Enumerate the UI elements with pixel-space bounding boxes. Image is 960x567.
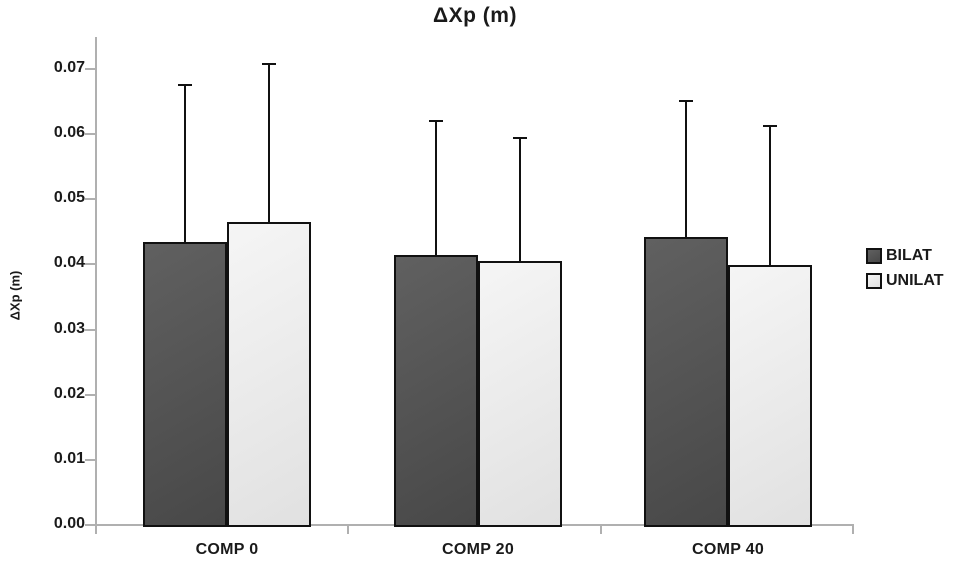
- y-axis-tick: [85, 393, 96, 396]
- error-bar-cap-unilat-1: [513, 137, 527, 140]
- x-category-label: COMP 0: [195, 541, 259, 558]
- bar-unilat-0: [227, 222, 311, 527]
- legend-swatch-bilat: [866, 247, 882, 264]
- y-tick-label: 0.06: [53, 124, 85, 142]
- legend-label: BILAT: [886, 246, 932, 264]
- x-axis-tick: [852, 526, 854, 534]
- y-tick-label: 0.00: [53, 515, 85, 532]
- y-axis-label: ΔXp (m): [7, 270, 23, 321]
- bar-bilat-2: [644, 237, 728, 527]
- y-tick-label: 0.04: [53, 254, 85, 272]
- y-axis-tick: [85, 133, 96, 136]
- legend-label: UNILAT: [886, 271, 944, 289]
- bar-unilat-1: [478, 261, 562, 527]
- legend-item-bilat: BILAT: [866, 243, 943, 268]
- y-tick-label: 0.03: [53, 319, 85, 337]
- error-bar-unilat-1: [519, 138, 521, 262]
- x-axis-tick: [599, 526, 602, 534]
- bar-bilat-0: [143, 242, 227, 527]
- x-axis-tick: [347, 526, 350, 534]
- y-axis-tick: [85, 68, 96, 71]
- legend: BILAT UNILAT: [866, 243, 943, 293]
- error-bar-cap-unilat-2: [763, 125, 777, 128]
- x-axis-tick: [95, 526, 97, 534]
- error-bar-cap-bilat-1: [429, 120, 443, 123]
- y-tick-label: 0.01: [53, 449, 85, 467]
- chart-title: ΔXp (m): [433, 4, 517, 27]
- y-axis-tick: [85, 458, 96, 461]
- y-axis-line: [95, 37, 97, 526]
- error-bar-bilat-0: [184, 85, 186, 243]
- error-bar-bilat-1: [435, 121, 437, 256]
- y-axis-tick: [85, 198, 96, 201]
- bar-unilat-2: [728, 265, 812, 527]
- error-bar-unilat-0: [268, 63, 270, 223]
- error-bar-cap-unilat-0: [262, 62, 276, 65]
- error-bar-cap-bilat-2: [679, 99, 693, 102]
- error-bar-bilat-2: [685, 100, 687, 238]
- legend-item-unilat: UNILAT: [866, 268, 943, 293]
- error-bar-cap-bilat-0: [178, 84, 192, 87]
- y-tick-label: 0.07: [53, 59, 85, 77]
- y-tick-label: 0.02: [53, 384, 85, 402]
- legend-swatch-unilat: [866, 272, 882, 289]
- y-axis-tick: [85, 524, 96, 526]
- error-bar-unilat-2: [769, 126, 771, 266]
- y-axis-tick: [85, 263, 96, 266]
- x-category-label: COMP 40: [691, 541, 765, 558]
- y-tick-label: 0.05: [53, 189, 85, 207]
- x-category-label: COMP 20: [441, 541, 515, 558]
- y-axis-tick: [85, 328, 96, 331]
- bar-bilat-1: [394, 255, 478, 527]
